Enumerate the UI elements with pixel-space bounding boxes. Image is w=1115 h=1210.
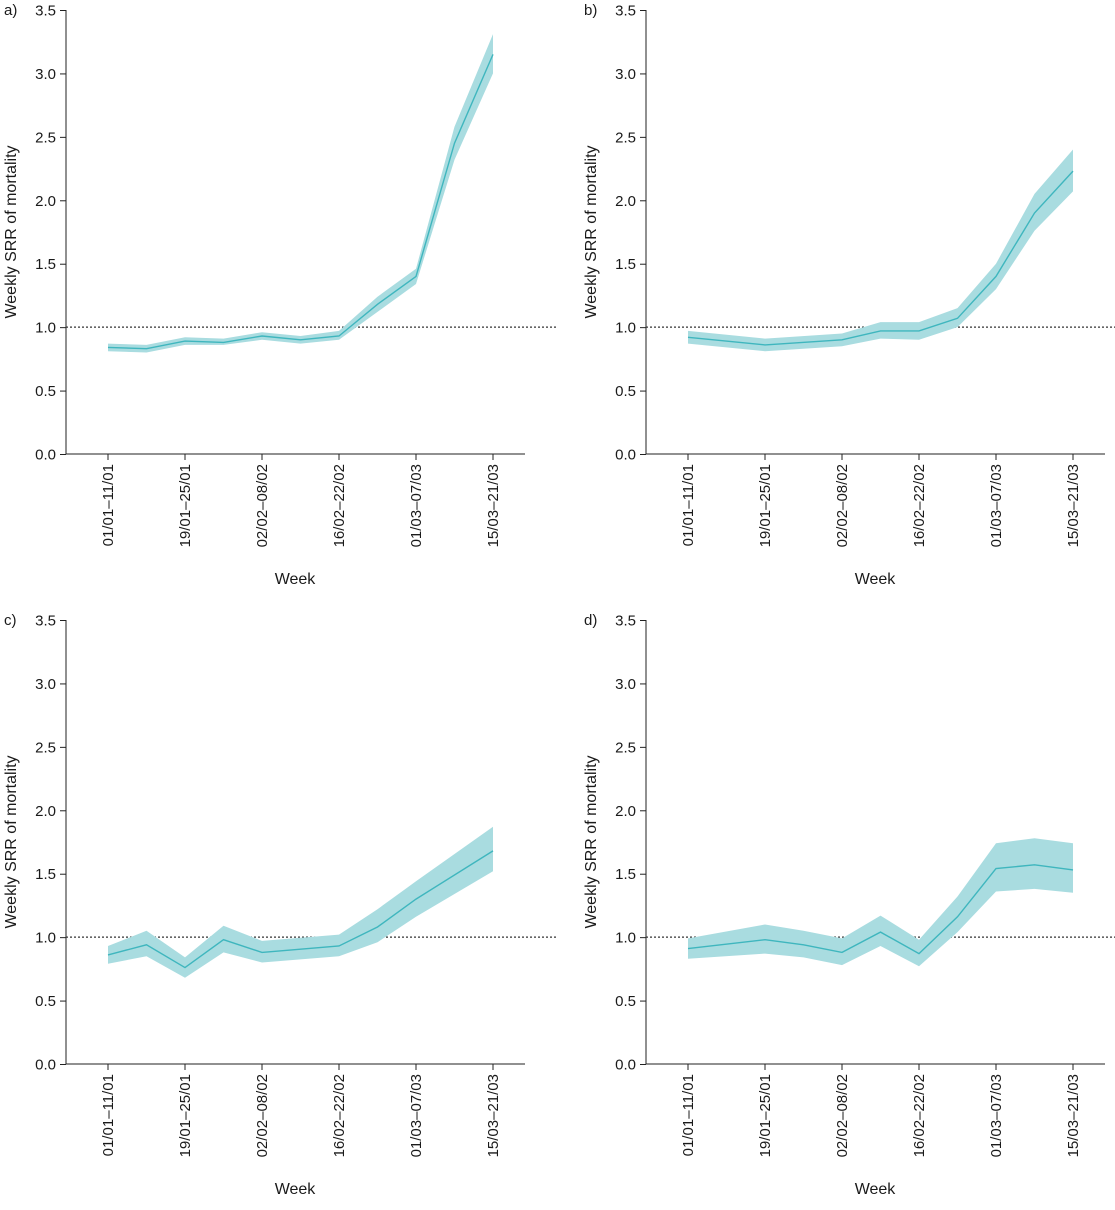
y-tick-label: 3.5 — [35, 3, 56, 20]
y-tick-label: 1.5 — [615, 866, 636, 883]
confidence-band — [108, 826, 493, 978]
y-axis-title: Weekly SRR of mortality — [3, 145, 20, 318]
y-tick-label: 1.5 — [615, 256, 636, 273]
y-axis-title: Weekly SRR of mortality — [583, 755, 600, 928]
y-tick-label: 3.5 — [35, 613, 56, 630]
x-tick-label: 01/03–07/03 — [988, 1074, 1005, 1157]
chart-svg: 0.0 0.5 1.0 1.5 2.0 2.5 3.0 3.5 01/01–11/01 19/01… — [583, 3, 1115, 588]
y-tick-label: 0.5 — [615, 383, 636, 400]
y-axis-title: Weekly SRR of mortality — [3, 755, 20, 928]
y-tick-label: 0.5 — [615, 993, 636, 1010]
x-axis-title: Week — [855, 571, 897, 588]
y-tick-label: 2.0 — [615, 193, 636, 210]
y-tick-label: 0.0 — [615, 1057, 636, 1074]
y-tick-label: 2.5 — [615, 739, 636, 756]
x-tick-label: 16/02–22/02 — [911, 1074, 928, 1157]
x-tick-label: 15/03–21/03 — [1065, 464, 1082, 547]
x-tick-label: 01/03–07/03 — [408, 464, 425, 547]
x-tick-label: 16/02–22/02 — [331, 1074, 348, 1157]
y-tick-label: 2.5 — [35, 739, 56, 756]
y-tick-label: 0.0 — [35, 1057, 56, 1074]
y-tick-label: 3.5 — [615, 613, 636, 630]
x-axis-title: Week — [855, 1181, 897, 1198]
y-tick-label: 1.0 — [35, 320, 56, 337]
y-tick-label: 1.5 — [35, 256, 56, 273]
chart-svg: 0.0 0.5 1.0 1.5 2.0 2.5 3.0 3.5 01/01–11/01 19/01… — [583, 613, 1115, 1198]
chart-panel-c: c) 0.0 0.5 1.0 1.5 2.0 2.5 3.0 3.5 01/01–11/01 19… — [0, 610, 557, 1210]
y-tick-label: 3.5 — [615, 3, 636, 20]
y-tick-label: 2.5 — [35, 129, 56, 146]
series-line — [107, 850, 494, 969]
chart-panel-d: d) 0.0 0.5 1.0 1.5 2.0 2.5 3.0 3.5 01/01–11/01 19… — [580, 610, 1115, 1210]
chart-panel-a: a) 0.0 0.5 1.0 1.5 2.0 2.5 3.0 3.5 01/01–11/01 19… — [0, 0, 557, 600]
y-tick-label: 0.0 — [615, 447, 636, 464]
y-tick-label: 2.0 — [35, 803, 56, 820]
y-tick-label: 3.0 — [35, 66, 56, 83]
y-tick-label: 0.0 — [35, 447, 56, 464]
confidence-band — [688, 838, 1073, 967]
confidence-band — [108, 34, 493, 353]
panel-label: a) — [4, 2, 18, 19]
y-tick-label: 1.5 — [35, 866, 56, 883]
y-tick-label: 1.0 — [35, 930, 56, 947]
x-tick-label: 02/02–08/02 — [254, 464, 271, 547]
y-tick-label: 3.0 — [35, 676, 56, 693]
x-axis-title: Week — [275, 1181, 317, 1198]
x-tick-label: 02/02–08/02 — [834, 464, 851, 547]
series-line — [687, 170, 1074, 346]
chart-svg: 0.0 0.5 1.0 1.5 2.0 2.5 3.0 3.5 01/01–11/01 19/01… — [3, 3, 557, 588]
x-tick-label: 19/01–25/01 — [177, 1074, 194, 1157]
series-line — [687, 864, 1074, 955]
x-tick-label: 01/03–07/03 — [988, 464, 1005, 547]
x-axis-title: Week — [275, 571, 317, 588]
y-tick-label: 2.0 — [35, 193, 56, 210]
y-tick-label: 2.5 — [615, 129, 636, 146]
x-tick-label: 01/01–11/01 — [100, 464, 117, 546]
x-tick-label: 16/02–22/02 — [911, 464, 928, 547]
x-tick-label: 15/03–21/03 — [485, 1074, 502, 1157]
x-tick-label: 15/03–21/03 — [1065, 1074, 1082, 1157]
x-tick-label: 19/01–25/01 — [757, 464, 774, 547]
x-tick-label: 01/01–11/01 — [680, 1074, 697, 1156]
series-line — [107, 54, 494, 350]
x-tick-label: 01/01–11/01 — [680, 464, 697, 546]
panel-label: c) — [4, 612, 17, 629]
y-tick-label: 2.0 — [615, 803, 636, 820]
panel-label: d) — [584, 612, 598, 629]
panel-label: b) — [584, 2, 598, 19]
y-tick-label: 0.5 — [35, 993, 56, 1010]
x-tick-label: 19/01–25/01 — [757, 1074, 774, 1157]
confidence-band — [688, 149, 1073, 352]
y-tick-label: 3.0 — [615, 66, 636, 83]
x-tick-label: 15/03–21/03 — [485, 464, 502, 547]
y-tick-label: 3.0 — [615, 676, 636, 693]
chart-svg: 0.0 0.5 1.0 1.5 2.0 2.5 3.0 3.5 01/01–11/01 19/01… — [3, 613, 557, 1198]
x-tick-label: 19/01–25/01 — [177, 464, 194, 547]
y-tick-label: 1.0 — [615, 320, 636, 337]
x-tick-label: 01/01–11/01 — [100, 1074, 117, 1156]
x-tick-label: 02/02–08/02 — [254, 1074, 271, 1157]
y-axis-title: Weekly SRR of mortality — [583, 145, 600, 318]
x-tick-label: 01/03–07/03 — [408, 1074, 425, 1157]
x-tick-label: 16/02–22/02 — [331, 464, 348, 547]
y-tick-label: 0.5 — [35, 383, 56, 400]
y-tick-label: 1.0 — [615, 930, 636, 947]
chart-panel-b: b) 0.0 0.5 1.0 1.5 2.0 2.5 3.0 3.5 01/01–11/01 19… — [580, 0, 1115, 600]
x-tick-label: 02/02–08/02 — [834, 1074, 851, 1157]
